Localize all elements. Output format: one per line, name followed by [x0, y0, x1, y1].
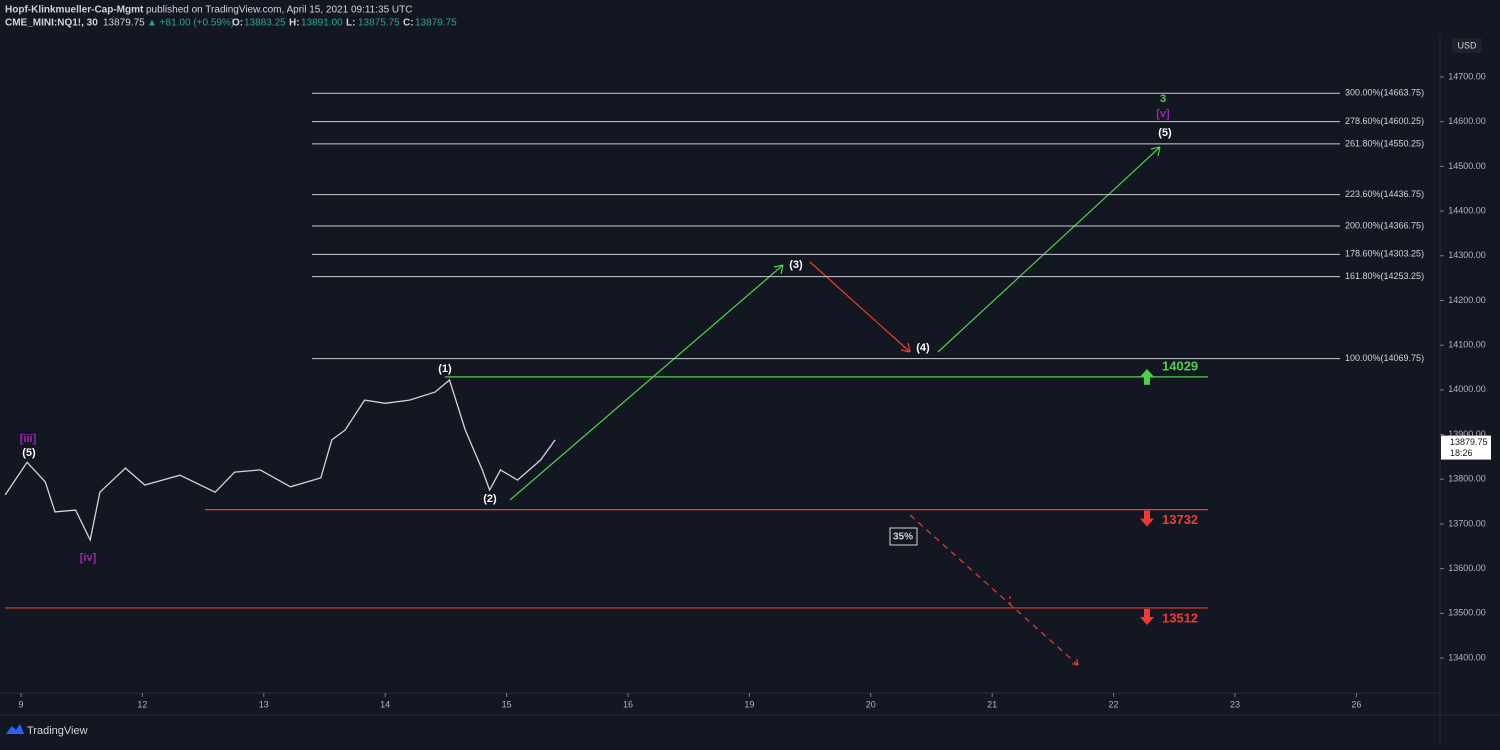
x-tick-label: 20	[866, 699, 876, 709]
x-tick-label: 16	[623, 699, 633, 709]
arrow-up	[937, 146, 1161, 353]
x-tick-label: 19	[744, 699, 754, 709]
fib-label: 100.00%(14069.75)	[1345, 353, 1424, 363]
y-tick-label: 14100.00	[1448, 340, 1486, 350]
level-label: 13512	[1162, 610, 1198, 625]
x-tick-label: 9	[18, 699, 23, 709]
ohlc-value: 13879.75	[415, 18, 457, 29]
brand: TradingView	[27, 725, 88, 737]
y-tick-label: 14400.00	[1448, 205, 1486, 215]
level-label: 14029	[1162, 358, 1198, 373]
level-label: 13732	[1162, 512, 1198, 527]
last-price: 13879.75	[1450, 437, 1488, 447]
change: ▲ +81.00 (+0.59%)	[147, 18, 234, 29]
fib-label: 178.60%(14303.25)	[1345, 249, 1424, 259]
wave-label: (5)	[1158, 127, 1172, 139]
ohlc-label: O:	[232, 18, 243, 29]
y-tick-label: 13600.00	[1448, 563, 1486, 573]
ohlc-label: C:	[403, 18, 414, 29]
arrow-down-icon	[1140, 608, 1154, 625]
projection-arrows	[509, 146, 1161, 666]
author: Hopf-Klinkmueller-Cap-Mgmt	[5, 5, 144, 16]
x-tick-label: 14	[380, 699, 390, 709]
arrow-up-icon	[1140, 368, 1154, 385]
last: 13879.75	[103, 18, 145, 29]
fib-label: 161.80%(14253.25)	[1345, 271, 1424, 281]
x-tick-label: 22	[1109, 699, 1119, 709]
logo-icon	[6, 724, 24, 734]
currency-box	[1452, 38, 1482, 53]
x-tick-label: 21	[987, 699, 997, 709]
x-tick-label: 26	[1351, 699, 1361, 709]
x-tick-label: 12	[137, 699, 147, 709]
published: published on TradingView.com, April 15, …	[146, 5, 412, 16]
y-tick-label: 14700.00	[1448, 71, 1486, 81]
wave-label: (4)	[916, 342, 930, 354]
fib-label: 278.60%(14600.25)	[1345, 116, 1424, 126]
ohlc: O: 13883.25 H: 13891.00 L: 13875.75 C: 13879.75	[232, 18, 457, 29]
wave-label: [iv]	[80, 552, 97, 564]
wave-label: (2)	[483, 493, 497, 505]
wave-label: 3	[1160, 93, 1166, 105]
y-tick-label: 13700.00	[1448, 518, 1486, 528]
currency: USD	[1457, 40, 1477, 50]
x-tick-label: 23	[1230, 699, 1240, 709]
y-tick-label: 14600.00	[1448, 116, 1486, 126]
ohlc-value: 13875.75	[358, 18, 400, 29]
y-tick-label: 13500.00	[1448, 608, 1486, 618]
arrow-down-icon	[1140, 510, 1154, 527]
wave-label: (3)	[789, 259, 803, 271]
y-tick-label: 14500.00	[1448, 161, 1486, 171]
y-tick-label: 14000.00	[1448, 384, 1486, 394]
y-tick-label: 14200.00	[1448, 295, 1486, 305]
x-tick-label: 13	[259, 699, 269, 709]
symbol: CME_MINI:NQ1!, 30	[5, 18, 98, 29]
ohlc-value: 13883.25	[244, 18, 286, 29]
percent-label: 35%	[893, 532, 913, 543]
ohlc-label: H:	[289, 18, 300, 29]
fib-label: 223.60%(14436.75)	[1345, 189, 1424, 199]
ohlc-label: L:	[346, 18, 355, 29]
last-price-time: 18:26	[1450, 448, 1473, 458]
price-line	[4, 378, 556, 543]
y-tick-label: 14300.00	[1448, 250, 1486, 260]
wave-label: (1)	[438, 363, 452, 375]
wave-label: [iii]	[20, 433, 37, 445]
fib-label: 200.00%(14366.75)	[1345, 220, 1424, 230]
fib-label: 300.00%(14663.75)	[1345, 88, 1424, 98]
percent-box	[889, 527, 918, 546]
last-price-box	[1441, 435, 1491, 460]
y-tick-label: 13900.00	[1448, 429, 1486, 439]
ohlc-value: 13891.00	[301, 18, 343, 29]
arrow-up	[509, 264, 784, 501]
wave-label: (5)	[22, 447, 36, 459]
y-tick-label: 13400.00	[1448, 652, 1486, 662]
x-tick-label: 15	[502, 699, 512, 709]
fib-label: 261.80%(14550.25)	[1345, 138, 1424, 148]
arrow-dashed	[909, 514, 1079, 666]
y-tick-label: 13800.00	[1448, 474, 1486, 484]
wave-label: [v]	[1156, 108, 1170, 120]
